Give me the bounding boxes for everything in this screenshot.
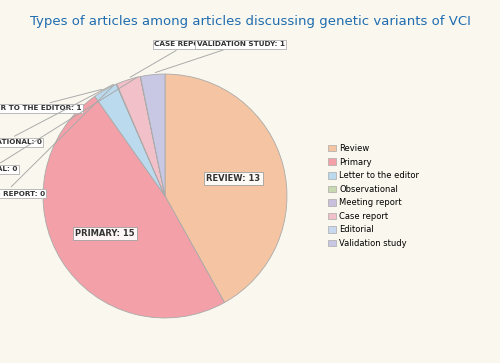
Text: MEETING REPORT: 0: MEETING REPORT: 0 bbox=[0, 85, 114, 197]
Text: LETTER TO THE EDITOR: 1: LETTER TO THE EDITOR: 1 bbox=[0, 89, 102, 111]
Wedge shape bbox=[95, 84, 165, 196]
Text: OBSERVATIONAL: 0: OBSERVATIONAL: 0 bbox=[0, 84, 114, 145]
Text: EDITORIAL: 0: EDITORIAL: 0 bbox=[0, 77, 138, 172]
Text: REVIEW: 13: REVIEW: 13 bbox=[206, 174, 260, 183]
Wedge shape bbox=[165, 74, 287, 302]
Text: CASE REPORT: 1: CASE REPORT: 1 bbox=[130, 41, 220, 77]
Wedge shape bbox=[116, 84, 165, 196]
Text: PRIMARY: 15: PRIMARY: 15 bbox=[76, 229, 135, 238]
Wedge shape bbox=[140, 77, 165, 196]
Wedge shape bbox=[140, 74, 165, 196]
Wedge shape bbox=[43, 96, 224, 318]
Text: VALIDATION STUDY: 1: VALIDATION STUDY: 1 bbox=[155, 41, 284, 73]
Wedge shape bbox=[116, 77, 165, 196]
Legend: Review, Primary, Letter to the editor, Observational, Meeting report, Case repor: Review, Primary, Letter to the editor, O… bbox=[326, 142, 422, 250]
Text: Types of articles among articles discussing genetic variants of VCI: Types of articles among articles discuss… bbox=[30, 15, 470, 28]
Wedge shape bbox=[116, 84, 165, 196]
